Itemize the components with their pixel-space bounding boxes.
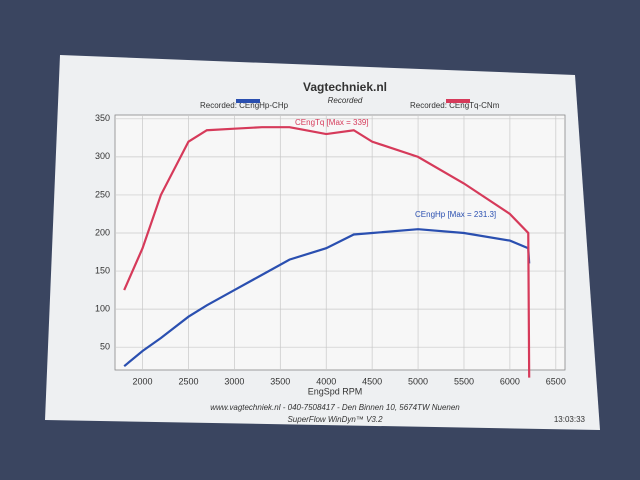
footer-text: SuperFlow WinDyn™ V3.2: [287, 415, 383, 424]
x-tick-label: 2500: [178, 376, 198, 386]
y-tick-label: 250: [95, 189, 110, 199]
x-tick-label: 2000: [133, 376, 153, 386]
x-tick-label: 6000: [500, 376, 520, 386]
x-tick-label: 3500: [270, 376, 290, 386]
annotation: CEngHp [Max = 231.3]: [415, 210, 496, 219]
annotation: CEngTq [Max = 339]: [295, 118, 369, 127]
chart-title: Vagtechniek.nl: [303, 80, 387, 94]
y-tick-label: 100: [95, 303, 110, 313]
x-tick-label: 5000: [408, 376, 428, 386]
chart-subtitle: Recorded: [328, 96, 363, 105]
y-tick-label: 300: [95, 151, 110, 161]
footer-text: www.vagtechniek.nl - 040-7508417 - Den B…: [210, 403, 460, 412]
x-tick-label: 6500: [546, 376, 566, 386]
y-tick-label: 50: [100, 342, 110, 352]
y-tick-label: 200: [95, 227, 110, 237]
legend-swatch: [236, 99, 260, 103]
y-tick-label: 350: [95, 113, 110, 123]
x-tick-label: 3000: [224, 376, 244, 386]
footer-time: 13:03:33: [554, 415, 586, 424]
series-line: [123, 228, 531, 368]
y-tick-label: 150: [95, 265, 110, 275]
legend-swatch: [446, 99, 470, 103]
series-line: [123, 126, 531, 378]
x-tick-label: 4000: [316, 376, 336, 386]
x-tick-label: 5500: [454, 376, 474, 386]
legend-label: Recorded: CEngHp-CHp: [200, 101, 289, 110]
x-axis-label: EngSpd RPM: [308, 386, 363, 396]
x-tick-label: 4500: [362, 376, 382, 386]
legend-label: Recorded: CEngTq-CNm: [410, 101, 500, 110]
